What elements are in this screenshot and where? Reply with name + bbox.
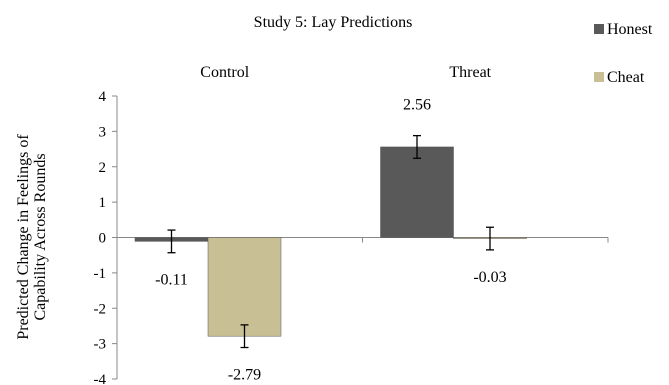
y-axis-title: Predicted Change in Feelings ofCapabilit…: [15, 134, 49, 340]
chart-title: Study 5: Lay Predictions: [254, 14, 413, 31]
y-tick-label: 3: [99, 124, 107, 140]
legend-swatch-honest: [594, 24, 604, 34]
data-label-honest-control: -0.11: [155, 272, 188, 289]
y-tick-label: -1: [94, 266, 107, 282]
y-axis-label: Predicted Change in Feelings ofCapabilit…: [15, 134, 49, 340]
legend: Honest Cheat: [594, 21, 653, 86]
y-tick-label: 2: [99, 160, 107, 176]
data-label-honest-threat: 2.56: [403, 97, 431, 114]
legend-swatch-cheat: [594, 72, 604, 82]
category-label-threat: Threat: [449, 64, 491, 81]
y-tick-label: 4: [99, 89, 107, 105]
y-tick-label: -2: [94, 301, 107, 317]
axes: 4 3 2 1 0 -1 -2 -3 -4: [94, 89, 609, 385]
category-labels: Control Threat: [200, 64, 491, 81]
legend-label-honest: Honest: [607, 21, 653, 38]
category-label-control: Control: [200, 64, 249, 81]
y-tick-label: -3: [94, 337, 107, 353]
data-label-cheat-threat: -0.03: [473, 269, 506, 286]
y-axis-title-line: Capability Across Rounds: [32, 153, 49, 320]
bar-cheat-control: [207, 237, 282, 337]
bars: -0.11 -2.79 2.56 -0.03: [134, 97, 527, 384]
y-tick-label: 1: [99, 195, 107, 211]
y-axis-title-line: Predicted Change in Feelings of: [15, 134, 32, 340]
y-tick-label: -4: [94, 372, 107, 385]
y-tick-label: 0: [99, 231, 107, 247]
legend-label-cheat: Cheat: [607, 69, 645, 86]
data-label-cheat-control: -2.79: [228, 367, 261, 384]
bar-honest-threat: [380, 146, 454, 238]
